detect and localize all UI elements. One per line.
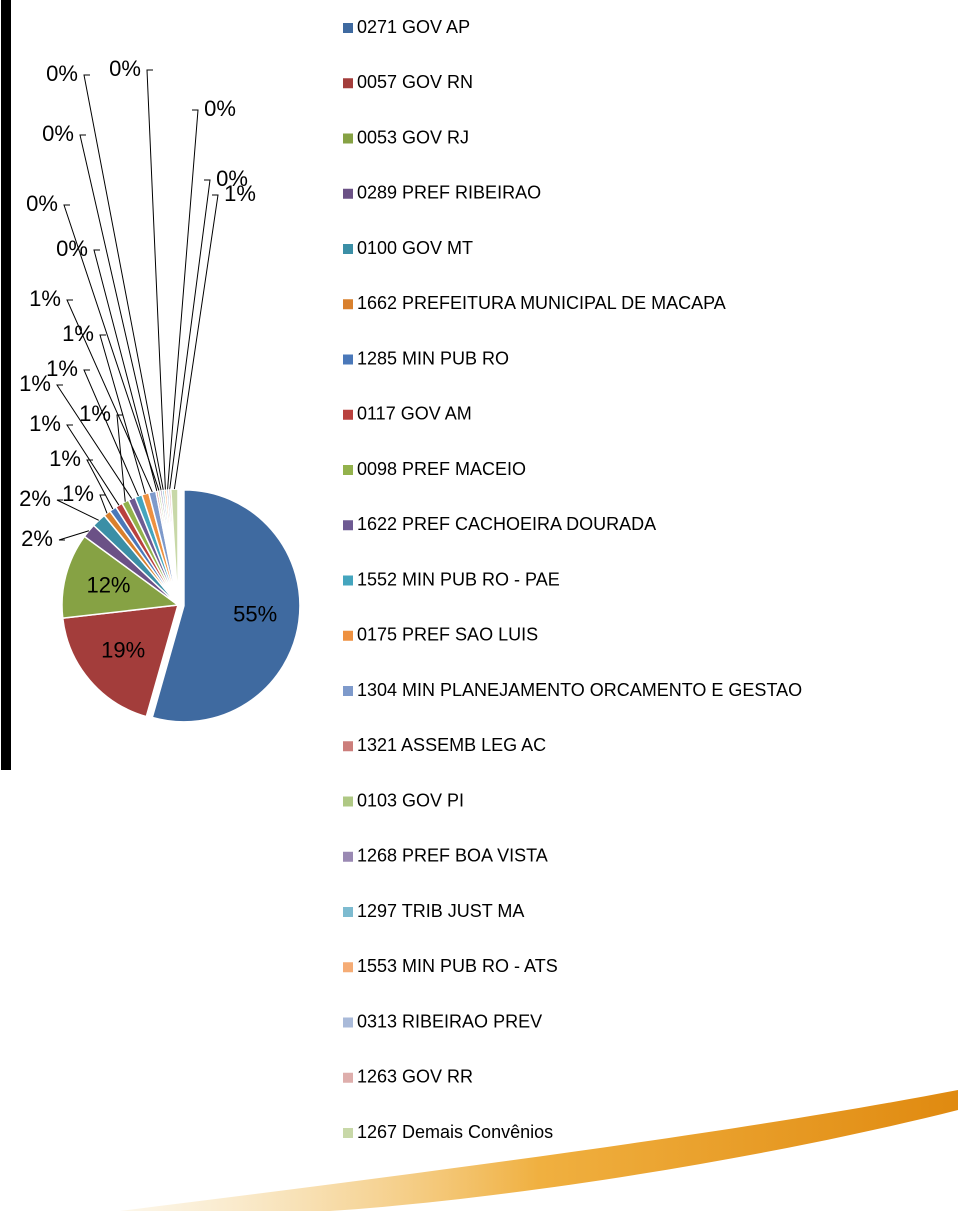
legend-swatch (343, 1128, 353, 1138)
data-label: 1% (224, 181, 256, 206)
data-label: 0% (46, 61, 78, 86)
legend-label: 0175 PREF SAO LUIS (357, 625, 538, 645)
data-label: 0% (109, 56, 141, 81)
legend-swatch (343, 1072, 353, 1083)
leader-line (99, 494, 108, 514)
legend-label: 0117 GOV AM (357, 404, 472, 424)
legend-label: 0103 GOV PI (357, 790, 464, 810)
legend-swatch (343, 1017, 353, 1028)
legend-label: 1304 MIN PLANEJAMENTO ORCAMENTO E GESTAO (357, 680, 802, 700)
data-label: 0% (204, 96, 236, 121)
leader-line (58, 530, 90, 541)
legend-label: 0057 GOV RN (357, 72, 473, 92)
legend-label: 1267 Demais Convênios (357, 1122, 553, 1142)
data-label: 0% (216, 166, 248, 191)
leader-line (56, 499, 99, 521)
data-label: 1% (29, 286, 61, 311)
leader-line (66, 424, 120, 506)
legend-label: 0100 GOV MT (357, 238, 473, 258)
pie-slice (169, 488, 179, 606)
legend-swatch (343, 962, 353, 973)
leader-line (169, 179, 211, 490)
decorative-swoosh (120, 1090, 958, 1211)
legend-swatch (343, 907, 353, 917)
pie-slice (61, 604, 180, 718)
legend-label: 1263 GOV RR (357, 1067, 473, 1087)
legend-label: 0271 GOV AP (357, 17, 470, 37)
data-label: 55% (233, 602, 277, 627)
legend-swatch (343, 686, 353, 696)
legend-label: 1662 PREFEITURA MUNICIPAL DE MACAPA (357, 293, 726, 313)
legend-swatch (343, 188, 353, 199)
legend-label: 0289 PREF RIBEIRAO (357, 183, 541, 203)
pie-slice (151, 489, 301, 723)
legend-swatch (343, 133, 353, 144)
legend-label: 0313 RIBEIRAO PREV (357, 1011, 542, 1031)
leader-line (56, 384, 133, 499)
data-label: 2% (21, 526, 53, 551)
legend-label: 1285 MIN PUB RO (357, 348, 509, 368)
data-label: 1% (79, 401, 111, 426)
pie-slice (61, 535, 180, 619)
data-label: 0% (26, 191, 58, 216)
legend-label: 1297 TRIB JUST MA (357, 901, 524, 921)
legend-swatch (343, 520, 353, 531)
data-label: 1% (46, 356, 78, 381)
legend-swatch (343, 244, 353, 254)
legend-label: 1553 MIN PUB RO - ATS (357, 956, 558, 976)
legend-swatch (343, 409, 353, 420)
leader-line (83, 74, 164, 491)
leader-line (167, 109, 199, 490)
legend-label: 1268 PREF BOA VISTA (357, 846, 548, 866)
legend-swatch (343, 23, 353, 33)
leader-line (173, 194, 219, 490)
data-label: 0% (42, 121, 74, 146)
leader-line (79, 134, 162, 491)
leader-line (86, 459, 114, 510)
data-label: 1% (19, 371, 51, 396)
legend-swatch (343, 465, 353, 475)
legend-swatch (343, 851, 353, 862)
data-label: 12% (86, 572, 130, 597)
data-label: 1% (49, 446, 81, 471)
data-label: 2% (19, 486, 51, 511)
data-label: 1% (62, 481, 94, 506)
legend-label: 1622 PREF CACHOEIRA DOURADA (357, 514, 656, 534)
leader-line (93, 249, 158, 492)
leader-line (63, 204, 160, 491)
leader-line (116, 414, 126, 502)
legend-swatch (343, 299, 353, 310)
legend-swatch (343, 741, 353, 752)
legend-swatch (343, 575, 353, 586)
legend-label: 1321 ASSEMB LEG AC (357, 735, 546, 755)
leader-line (66, 299, 153, 493)
legend-swatch (343, 630, 353, 641)
legend-label: 0098 PREF MACEIO (357, 459, 526, 479)
legend-swatch (343, 78, 353, 89)
leader-line (99, 334, 146, 494)
legend-swatch (343, 354, 353, 365)
legend-swatch (343, 796, 353, 807)
leader-line (83, 369, 139, 497)
leader-line (146, 69, 166, 490)
data-label: 1% (29, 411, 61, 436)
legend-label: 1552 MIN PUB RO - PAE (357, 569, 560, 589)
legend-label: 0053 GOV RJ (357, 127, 469, 147)
data-label: 19% (101, 637, 145, 662)
data-label: 0% (56, 236, 88, 261)
